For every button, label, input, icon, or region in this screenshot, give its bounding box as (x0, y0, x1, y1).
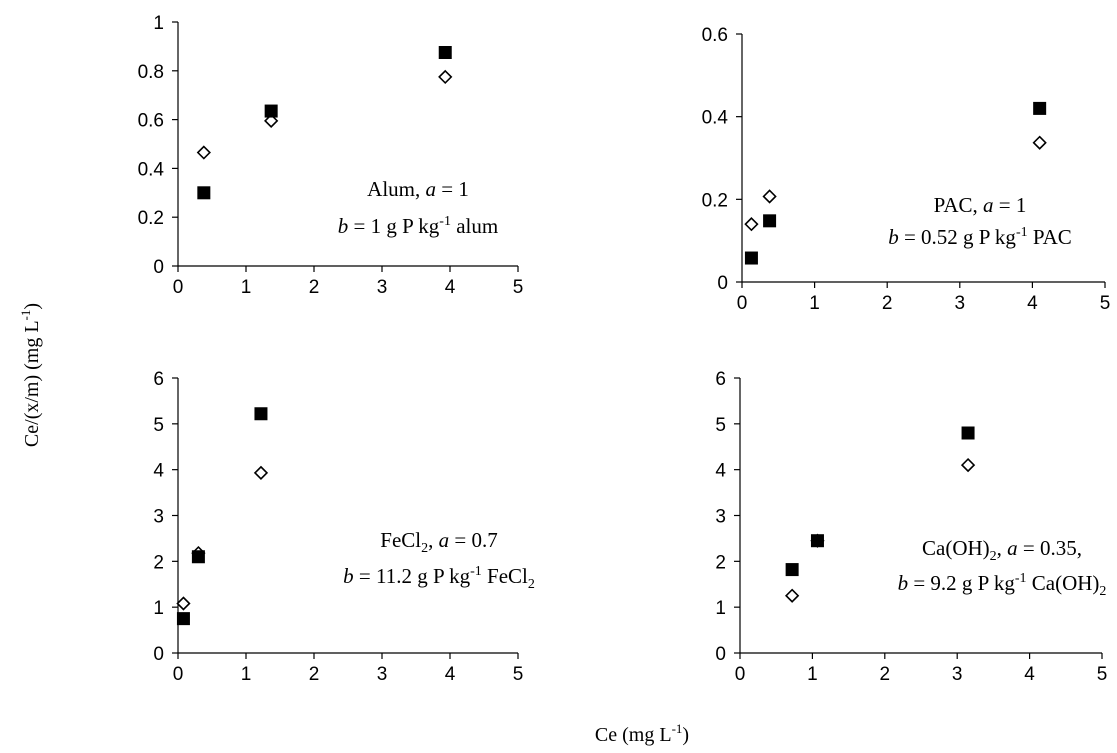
x-tick-label: 4 (1024, 664, 1035, 685)
x-tick-label: 1 (241, 664, 252, 685)
data-point-square (763, 214, 777, 228)
data-point-square (176, 612, 190, 626)
y-tick-label: 1 (153, 13, 164, 34)
x-tick-label: 3 (377, 277, 388, 298)
y-tick-label: 0.8 (138, 62, 164, 83)
x-tick-label: 0 (737, 293, 748, 314)
x-tick-label: 3 (955, 293, 966, 314)
data-point-square (438, 46, 452, 59)
x-tick-label: 0 (173, 277, 184, 298)
y-tick-label: 0.6 (138, 111, 164, 132)
data-point-diamond (438, 69, 453, 85)
data-point-square (961, 426, 975, 440)
annotation-line-1: Ca(OH)2, a = 0.35, (922, 536, 1082, 564)
y-tick-label: 4 (153, 461, 164, 482)
y-tick-label: 0.4 (702, 108, 729, 129)
data-point-diamond (784, 588, 800, 603)
y-tick-label: 5 (153, 415, 164, 436)
y-tick-label: 0.6 (702, 25, 728, 46)
panel-caoh2: 0 1 2 3 4 5 0 1 2 3 4 5 6 Ca(OH)2, a = 0.35, b = 9.2 g… (715, 369, 1107, 685)
y-tick-label: 4 (715, 461, 726, 482)
x-tick-label: 4 (445, 664, 456, 685)
annotation-line-2: b = 1 g P kg-1 alum (338, 214, 498, 238)
x-axis-title: Ce (mg L-1) (595, 721, 689, 746)
x-tick-label: 5 (1100, 293, 1111, 314)
data-point-diamond (960, 457, 976, 473)
data-point-diamond (196, 145, 211, 160)
panel-alum: 0 1 2 3 4 5 0 0.2 0.4 0.6 0.8 1 Alum, a = 1 b = 1 g P… (138, 13, 524, 298)
data-point-square (744, 251, 758, 265)
data-point-square (810, 534, 824, 548)
y-tick-label: 3 (153, 507, 164, 528)
data-point-square (264, 104, 278, 118)
x-tick-label: 2 (880, 664, 891, 685)
y-tick-label: 6 (153, 369, 164, 390)
annotation-line-2: b = 0.52 g P kg-1 PAC (888, 225, 1072, 249)
y-axis-title: Ce/(x/m) (mg L-1) (18, 303, 43, 447)
annotation-line-1: PAC, a = 1 (934, 193, 1027, 217)
y-tick-label: 0 (717, 273, 728, 294)
y-tick-label: 0.2 (138, 208, 164, 229)
data-point-diamond (264, 113, 279, 128)
y-tick-label: 0 (153, 257, 164, 278)
x-tick-label: 3 (952, 664, 963, 685)
x-tick-label: 1 (807, 664, 818, 685)
data-point-diamond (762, 189, 777, 204)
data-point-square (254, 407, 268, 421)
data-point-diamond (744, 217, 759, 232)
y-tick-label: 1 (153, 598, 164, 619)
annotation-line-2: b = 9.2 g P kg-1 Ca(OH)2 (898, 571, 1107, 599)
x-tick-label: 4 (1027, 293, 1038, 314)
data-point-diamond (253, 465, 269, 481)
x-tick-label: 2 (309, 277, 320, 298)
x-tick-label: 1 (809, 293, 820, 314)
x-tick-label: 5 (1097, 664, 1108, 685)
data-point-diamond (176, 596, 191, 611)
y-tick-label: 0 (715, 644, 726, 665)
x-tick-label: 1 (241, 277, 252, 298)
x-tick-label: 2 (882, 293, 893, 314)
data-point-diamond (1032, 135, 1047, 150)
x-tick-label: 0 (735, 664, 746, 685)
x-tick-label: 5 (513, 277, 524, 298)
y-tick-label: 0.2 (702, 190, 728, 211)
x-tick-label: 5 (513, 664, 524, 685)
panel-fecl2: 0 1 2 3 4 5 0 1 2 3 4 5 6 FeCl2, a = 0.7 b = 11.2 g P … (153, 369, 534, 685)
annotation-line-1: Alum, a = 1 (367, 177, 469, 201)
y-tick-label: 0 (153, 644, 164, 665)
data-point-square (1033, 101, 1047, 115)
panel-pac: 0 1 2 3 4 5 0 0.2 0.4 0.6 PAC, a = 1 b = 0.52 g P k… (702, 25, 1111, 314)
x-tick-label: 2 (309, 664, 320, 685)
y-tick-label: 2 (715, 552, 726, 573)
x-tick-label: 3 (377, 664, 388, 685)
data-point-square (197, 186, 211, 200)
y-tick-label: 6 (715, 369, 726, 390)
data-point-square (785, 563, 799, 577)
x-tick-label: 4 (445, 277, 456, 298)
y-tick-label: 0.4 (138, 159, 165, 180)
annotation-line-2: b = 11.2 g P kg-1 FeCl2 (343, 564, 535, 592)
x-tick-label: 0 (173, 664, 184, 685)
y-tick-label: 1 (715, 598, 726, 619)
data-point-square (191, 550, 205, 564)
y-tick-label: 2 (153, 552, 164, 573)
y-tick-label: 3 (715, 507, 726, 528)
annotation-line-1: FeCl2, a = 0.7 (380, 528, 497, 556)
y-tick-label: 5 (715, 415, 726, 436)
